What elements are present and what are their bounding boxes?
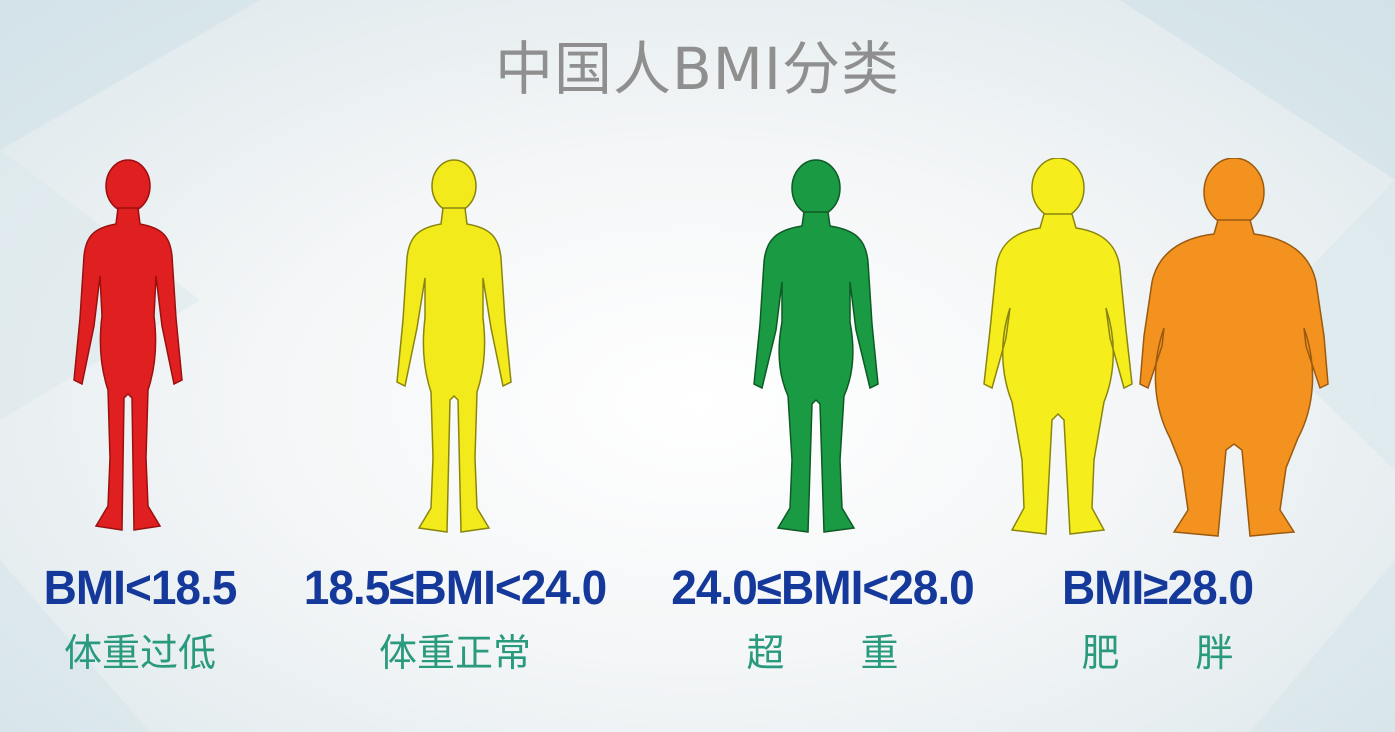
underweight-figure (72, 158, 184, 543)
range-obese: BMI≥28.0 (1061, 559, 1254, 615)
label-underweight: 体重过低 (63, 631, 216, 675)
label-overweight: 超 重 (746, 631, 899, 675)
obese-figure-orange (1138, 158, 1330, 543)
label-normal: 体重正常 (378, 631, 531, 675)
range-normal: 18.5≤BMI<24.0 (303, 559, 608, 615)
range-overweight: 24.0≤BMI<28.0 (671, 559, 975, 615)
page-title: 中国人BMI分类 (495, 35, 900, 103)
normal-weight-figure (395, 158, 513, 543)
label-obese: 肥 胖 (1081, 631, 1234, 675)
overweight-figure (752, 158, 880, 543)
range-underweight: BMI<18.5 (43, 559, 238, 615)
obese-figure-yellow (982, 158, 1134, 543)
